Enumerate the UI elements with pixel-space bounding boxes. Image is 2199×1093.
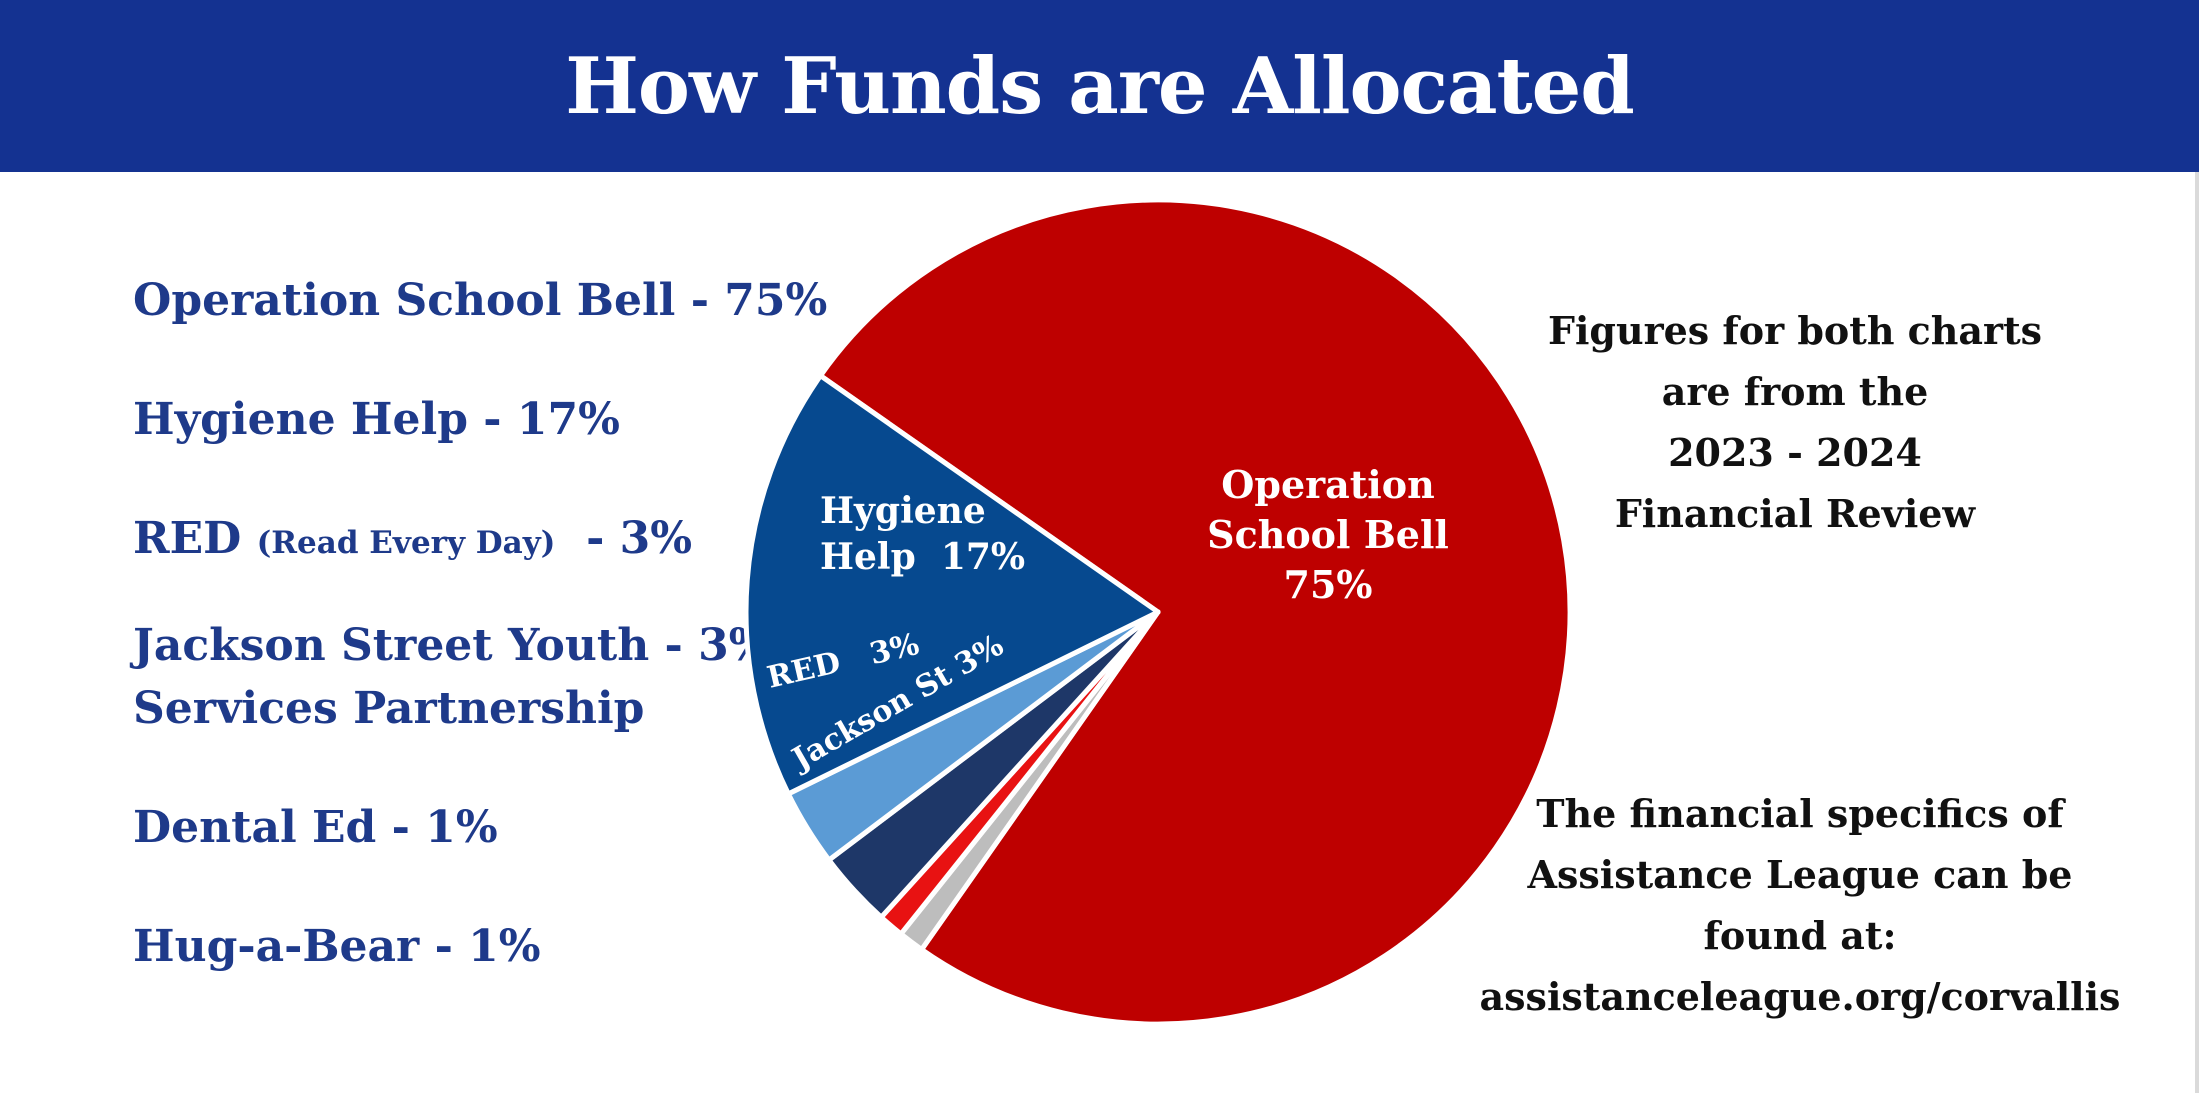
- legend-item-dental-ed: Dental Ed - 1%: [133, 802, 498, 853]
- legend-item-hygiene-help: Hygiene Help - 17%: [133, 394, 620, 445]
- legend-item-red: RED (Read Every Day) - 3%: [133, 513, 692, 564]
- legend-name: Hygiene Help: [133, 394, 468, 445]
- right-edge-divider: [2195, 172, 2199, 1093]
- legend-name: Dental Ed: [133, 802, 377, 853]
- info-line: found at:: [1703, 913, 1897, 958]
- title-banner: How Funds are Allocated: [0, 0, 2199, 172]
- page-title: How Funds are Allocated: [565, 40, 1635, 132]
- legend-item-jackson-street: Jackson Street Youth - 3% Services Partn…: [133, 620, 771, 734]
- legend-percent: - 1%: [419, 921, 541, 972]
- legend-name: Operation School Bell: [133, 275, 676, 326]
- info-line: are from the: [1661, 369, 1929, 414]
- legend-item-hug-a-bear: Hug-a-Bear - 1%: [133, 921, 541, 972]
- legend-name: Jackson Street Youth: [133, 620, 650, 671]
- pie-label-operation-school-bell: Operation School Bell 75%: [1207, 462, 1449, 607]
- pie-slice-hygiene-help: [743, 373, 1161, 797]
- info-line: Assistance League can be: [1527, 852, 2073, 897]
- info-source-note: Figures for both charts are from the 202…: [1470, 300, 2120, 544]
- info-line: Figures for both charts: [1547, 308, 2043, 353]
- legend-name-line2: Services Partnership: [133, 683, 645, 734]
- pie-slice-operation-school-bell: [818, 197, 1573, 1027]
- info-line: Financial Review: [1614, 491, 1976, 536]
- legend-percent: - 3%: [555, 513, 693, 564]
- legend-name: RED: [133, 513, 242, 564]
- legend-item-operation-school-bell: Operation School Bell - 75%: [133, 275, 827, 326]
- pie-label-hygiene-help: Hygiene Help 17%: [820, 490, 1025, 578]
- info-website-note: The financial specifics of Assistance Le…: [1440, 783, 2160, 1027]
- legend-percent: - 1%: [376, 802, 498, 853]
- legend-percent: - 75%: [675, 275, 828, 326]
- info-line: assistanceleague.org/corvallis: [1479, 974, 2121, 1019]
- legend-percent: - 17%: [467, 394, 620, 445]
- legend-subtitle: (Read Every Day): [256, 525, 556, 561]
- info-line: The financial specifics of: [1536, 791, 2064, 836]
- legend-name: Hug-a-Bear: [133, 921, 420, 972]
- info-line: 2023 - 2024: [1668, 430, 1922, 475]
